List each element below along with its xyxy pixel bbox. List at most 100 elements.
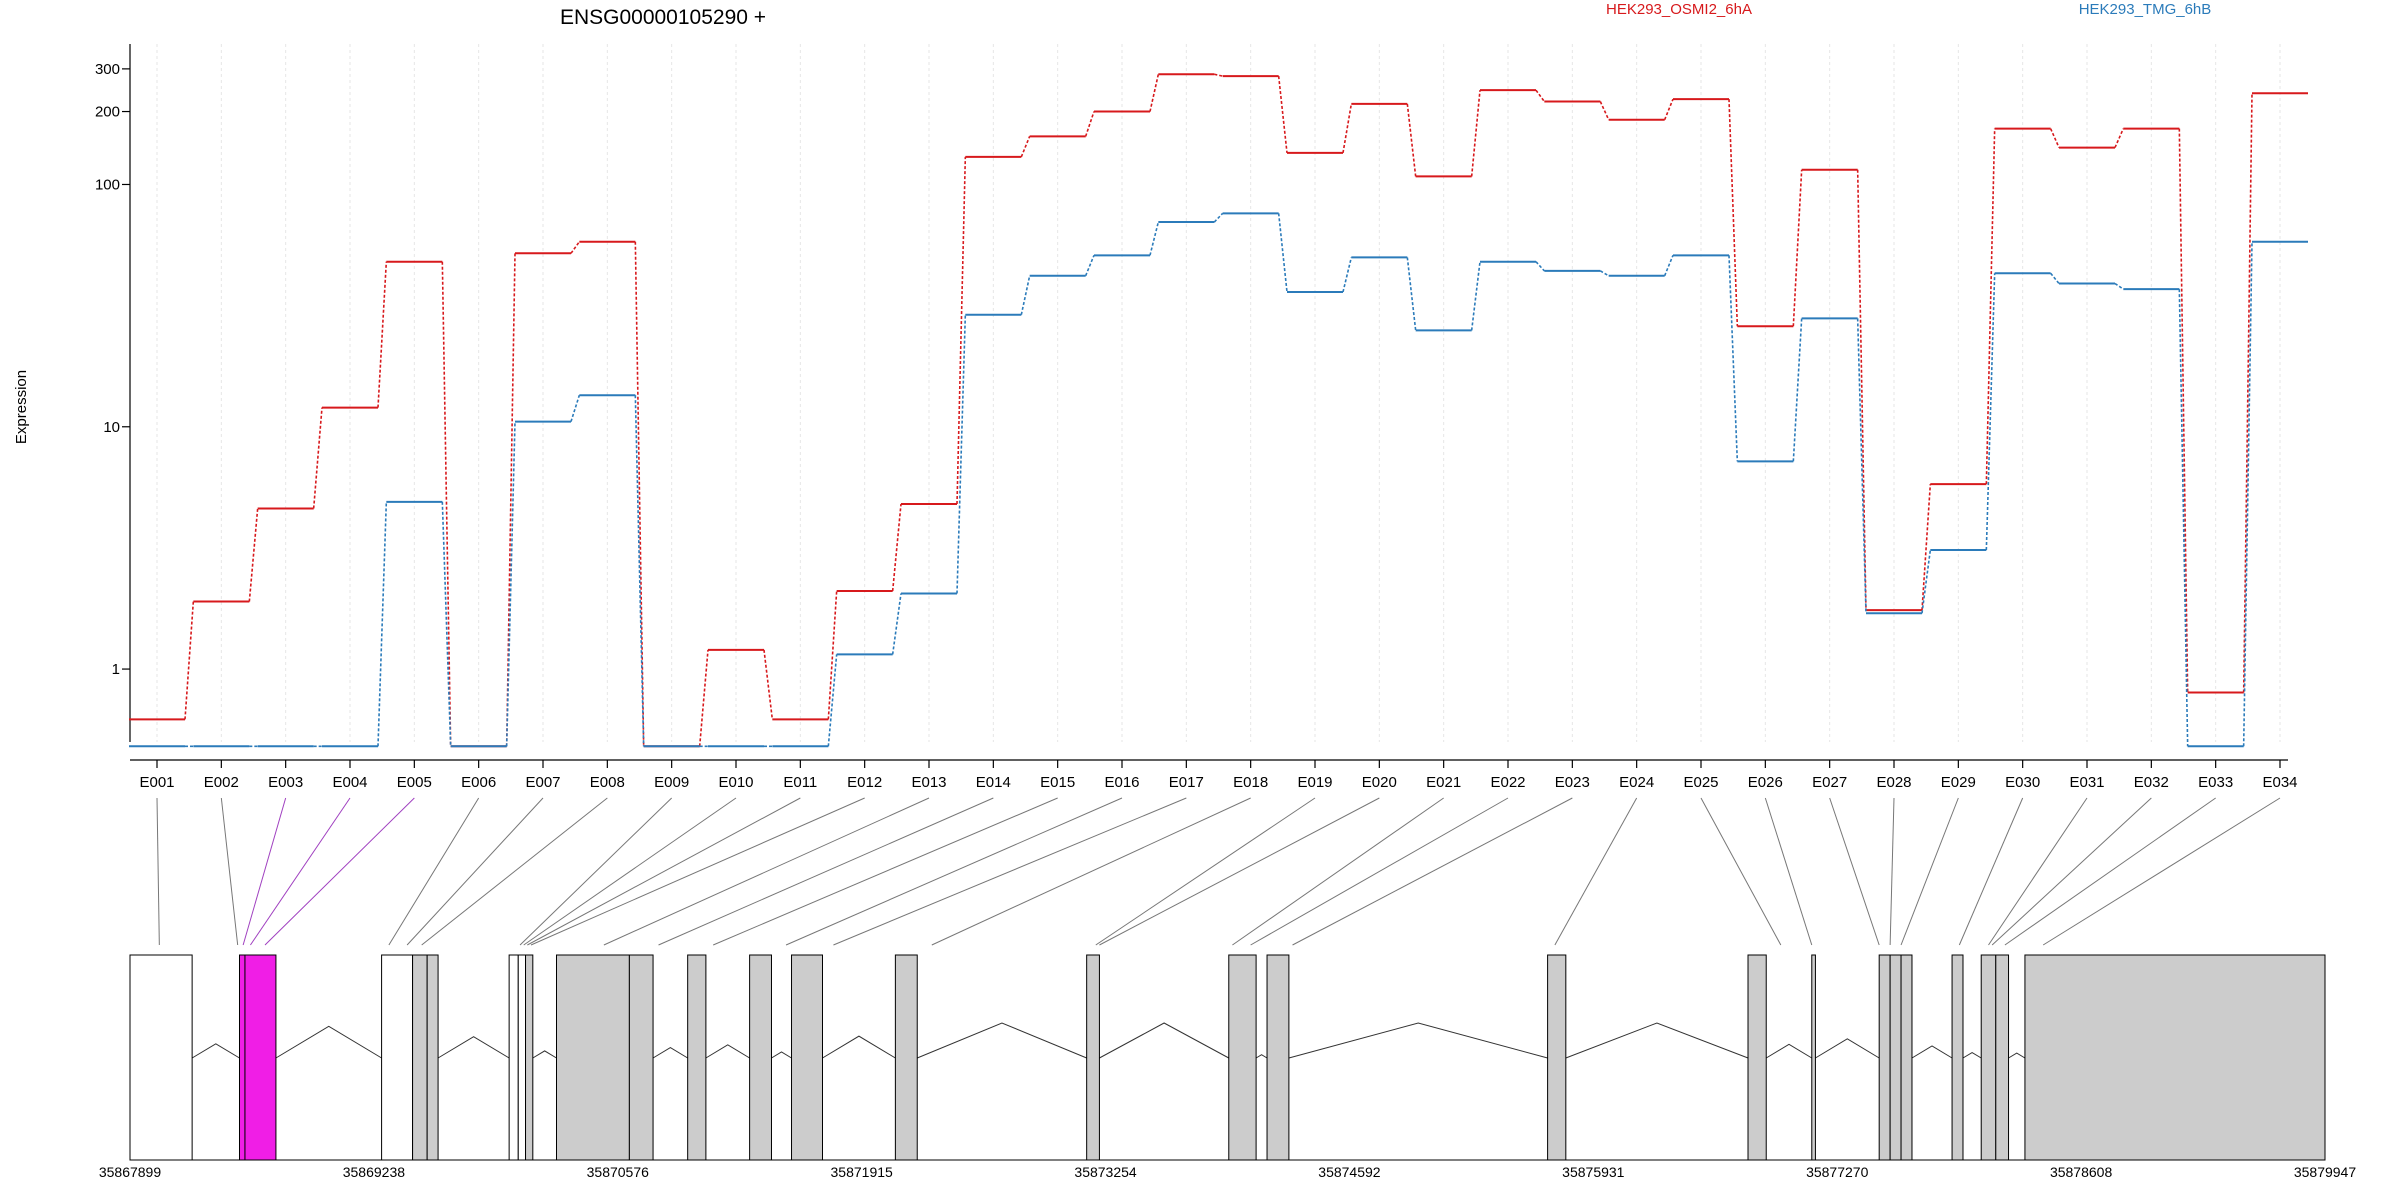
x-tick-label: E019 <box>1297 774 1332 791</box>
series-connector <box>1921 484 1932 611</box>
intron-line <box>1255 1054 1268 1059</box>
y-tick-label: 10 <box>103 419 120 436</box>
series-connector <box>827 654 838 747</box>
exon-connector <box>1554 797 1638 946</box>
series-connector <box>891 503 902 592</box>
exon-connector <box>1099 797 1380 946</box>
intron-line <box>917 1022 1087 1059</box>
x-tick-label: E010 <box>718 774 753 791</box>
exon-connector <box>530 797 865 946</box>
exon-connector <box>1700 797 1782 946</box>
series-connector <box>2114 282 2124 290</box>
exon-connector <box>1764 797 1813 946</box>
exon-connector <box>1232 797 1444 946</box>
x-tick-label: E002 <box>204 774 239 791</box>
exon-block <box>1980 954 1997 1161</box>
intron-line <box>532 1050 557 1059</box>
intron-line <box>2008 1052 2026 1059</box>
series-connector <box>2050 272 2060 285</box>
series-connector <box>1792 169 1803 327</box>
y-ticks: 1 10 100 200 300 <box>95 61 130 678</box>
x-tick-label: E011 <box>783 774 817 791</box>
coordinate-label: 35877270 <box>1806 1164 1869 1180</box>
x-tick-label: E032 <box>2134 774 2169 791</box>
exon-block <box>1889 954 1902 1161</box>
x-tick-label: E018 <box>1233 774 1268 791</box>
coordinate-label: 35879947 <box>2294 1164 2357 1180</box>
series-connector <box>1599 270 1610 277</box>
exon-connector <box>1988 797 2088 946</box>
series-connector <box>634 395 645 747</box>
exon-connector <box>519 797 673 946</box>
coordinate-label: 35870576 <box>587 1164 650 1180</box>
intron-line <box>1815 1038 1880 1059</box>
series-connector <box>441 261 452 747</box>
intron-line <box>822 1035 896 1059</box>
intron-line <box>771 1051 792 1059</box>
series-connector <box>1535 89 1545 102</box>
series-connector <box>1856 318 1867 614</box>
series-connector <box>1470 90 1481 177</box>
series-connector <box>827 590 838 720</box>
exon-block <box>426 954 439 1161</box>
x-tick-label: E009 <box>654 774 689 791</box>
x-tick-label: E003 <box>268 774 303 791</box>
exon-connector <box>1958 797 2024 946</box>
x-tick-label: E001 <box>139 774 174 791</box>
legend-series-2: HEK293_TMG_6hB <box>2079 1 2212 18</box>
exon-connector <box>1250 797 1509 946</box>
x-tick-label: E012 <box>847 774 882 791</box>
exon-connector <box>264 797 415 946</box>
series-connector <box>698 649 709 747</box>
exon-block <box>2024 954 2326 1161</box>
series-HEK293_OSMI2_6hA <box>129 73 2308 748</box>
series-connector <box>1792 318 1803 462</box>
exon-block <box>508 954 519 1161</box>
exon-block <box>1951 954 1964 1161</box>
exon-block <box>129 954 193 1161</box>
series-connector <box>1406 103 1417 177</box>
exon-connector <box>785 797 1123 946</box>
x-tick-label: E005 <box>397 774 432 791</box>
series-connector <box>2242 93 2253 693</box>
x-tick-label: E029 <box>1941 774 1976 791</box>
series-connector <box>441 501 452 747</box>
exon-connector <box>658 797 994 946</box>
series-connector <box>2242 241 2253 747</box>
x-tick-label: E024 <box>1619 774 1654 791</box>
y-tick-label: 200 <box>95 104 120 121</box>
exon-connector <box>2004 797 2216 946</box>
series-connector <box>1856 169 1867 611</box>
exon-connector <box>220 797 239 946</box>
series-connector <box>1599 101 1610 121</box>
series-connector <box>1342 103 1353 154</box>
series-connector <box>1020 275 1031 315</box>
series-connector <box>1213 212 1224 223</box>
series-connector <box>1921 549 1932 614</box>
exon-block <box>525 954 534 1161</box>
exon-block <box>1547 954 1567 1161</box>
exon-connector <box>388 797 480 946</box>
exon-block <box>412 954 428 1161</box>
series-connector <box>1728 255 1739 462</box>
series-HEK293_TMG_6hB <box>129 212 2308 748</box>
x-tick-label: E030 <box>2005 774 2040 791</box>
exon-block <box>1995 954 2010 1161</box>
exon-block <box>1747 954 1767 1161</box>
x-tick-label: E027 <box>1812 774 1847 791</box>
exon-block <box>1086 954 1100 1161</box>
exon-block <box>687 954 707 1161</box>
x-tick-label: E008 <box>590 774 625 791</box>
coordinate-label: 35874592 <box>1318 1164 1381 1180</box>
x-tick-label: E021 <box>1426 774 1461 791</box>
exon-block <box>381 954 414 1161</box>
intron-line <box>705 1044 750 1059</box>
exon-connector <box>156 797 160 946</box>
series-connector <box>1663 98 1674 121</box>
exon-connector <box>1829 797 1880 946</box>
exon-block <box>238 954 246 1161</box>
series-connector <box>1406 257 1417 331</box>
series-connector <box>1985 273 1996 551</box>
exon-connector <box>250 797 351 946</box>
x-tick-label: E006 <box>461 774 496 791</box>
